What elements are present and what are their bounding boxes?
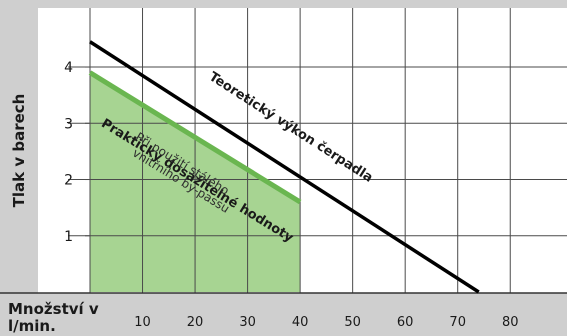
x-tick-label: 60 [397,315,414,330]
x-tick-label: 50 [344,315,361,330]
x-tick-label: 30 [239,315,256,330]
x-axis-label: Množství v [8,300,99,318]
x-tick-label: 70 [449,315,466,330]
y-axis-label: Tlak v barech [10,94,28,208]
y-tick-label: 2 [64,173,73,189]
y-tick-label: 3 [64,116,73,132]
x-tick-label: 80 [502,315,519,330]
practical-line [88,70,302,205]
x-axis-label: l/min. [8,317,56,335]
theoretical-line [89,40,480,294]
x-tick-label: 40 [292,315,309,330]
y-tick-label: 4 [64,60,73,76]
x-tick-label: 20 [187,315,204,330]
x-tick-label: 10 [134,315,151,330]
y-tick-label: 1 [64,229,73,245]
